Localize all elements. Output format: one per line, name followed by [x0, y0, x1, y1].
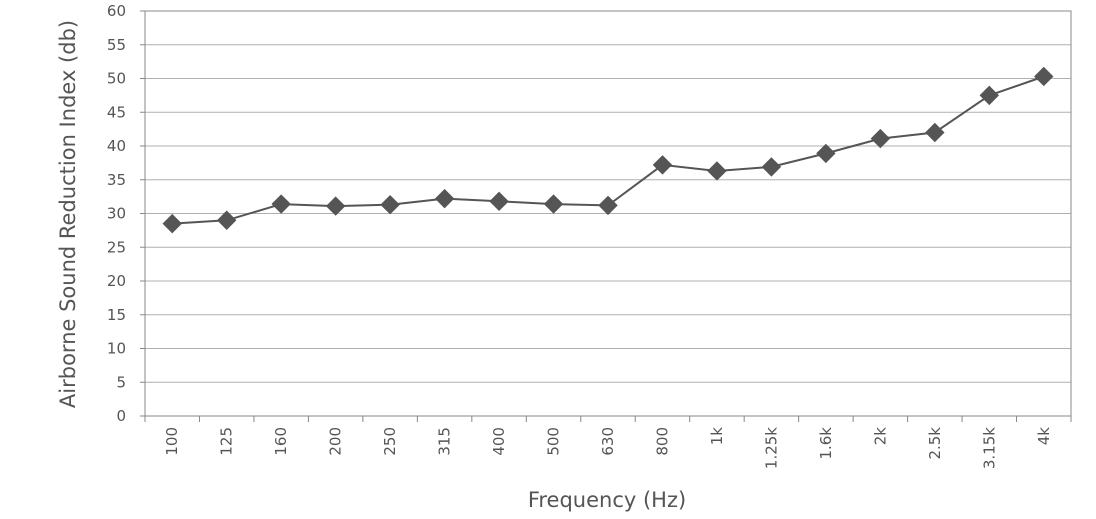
data-point-marker [925, 122, 945, 143]
y-tick-label: 5 [116, 373, 126, 391]
x-tick-label: 500 [545, 427, 563, 456]
series-layer [162, 66, 1054, 234]
y-tick-labels: 0 5 10 15 20 25 30 35 40 45 50 55 60 [107, 2, 126, 425]
y-tick-label: 40 [107, 137, 126, 155]
x-tick-label: 2.5k [926, 427, 944, 460]
data-point-marker [325, 196, 346, 216]
x-tick-label: 400 [490, 427, 508, 456]
data-point-marker [489, 191, 509, 212]
x-tick-label: 100 [163, 427, 181, 456]
data-point-marker [870, 128, 891, 149]
axis-layer [140, 10, 1072, 422]
data-point-marker [761, 157, 782, 177]
x-tick-label: 160 [272, 427, 290, 456]
y-tick-label: 35 [107, 171, 126, 189]
x-tick-label: 125 [218, 427, 236, 456]
y-axis-title: Airborne Sound Reduction Index (db) [56, 20, 80, 408]
x-tick-label: 1.6k [817, 427, 835, 460]
data-point-marker [652, 155, 673, 175]
x-tick-label: 1k [708, 427, 726, 446]
y-tick-label: 0 [116, 407, 126, 425]
x-tick-label: 1.25k [762, 427, 780, 469]
y-tick-label: 50 [107, 70, 126, 88]
y-tick-label: 60 [107, 2, 126, 20]
data-point-marker [1034, 66, 1054, 87]
x-tick-label: 2k [871, 427, 889, 446]
x-tick-label: 200 [327, 427, 345, 456]
data-point-marker [271, 194, 291, 214]
x-axis-title: Frequency (Hz) [528, 488, 686, 512]
data-point-marker [816, 143, 836, 164]
x-tick-label: 800 [653, 427, 671, 456]
y-tick-label: 45 [107, 103, 126, 121]
x-tick-labels: 100 125 160 200 250 315 400 500 630 800 1k 1.25k 1.6… [163, 427, 1053, 469]
data-point-marker [543, 194, 564, 214]
x-tick-label: 4k [1035, 427, 1053, 446]
y-tick-label: 25 [107, 238, 126, 256]
x-tick-label: 315 [436, 427, 454, 456]
data-point-marker [598, 195, 618, 216]
y-tick-label: 10 [107, 340, 126, 358]
y-tick-label: 55 [107, 36, 126, 54]
x-tick-label: 3.15k [980, 427, 998, 469]
plot-area-frame [144, 10, 1072, 417]
data-point-marker [979, 85, 1000, 106]
data-point-marker [216, 210, 237, 230]
data-point-marker [707, 161, 727, 181]
x-tick-label: 630 [599, 427, 617, 456]
x-tick-label: 250 [381, 427, 399, 456]
y-tick-label: 15 [107, 306, 126, 324]
data-point-marker [162, 213, 182, 234]
data-point-marker [380, 195, 400, 215]
y-tick-label: 20 [107, 272, 126, 290]
y-tick-label: 30 [107, 205, 126, 223]
data-point-marker [434, 188, 455, 209]
